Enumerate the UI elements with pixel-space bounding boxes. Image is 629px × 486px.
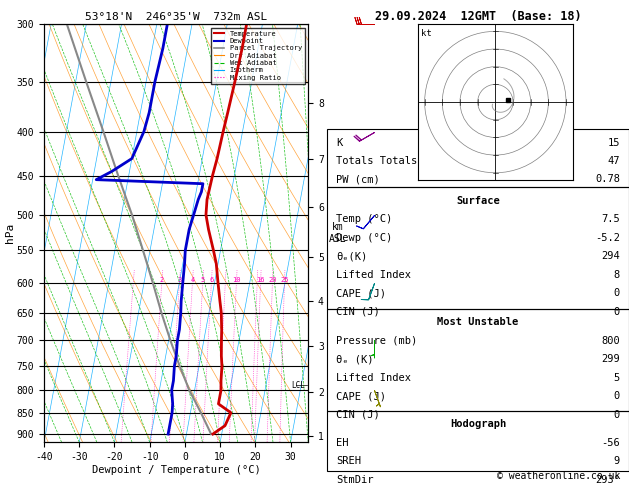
Text: 0.78: 0.78	[595, 174, 620, 185]
Text: 800: 800	[601, 336, 620, 346]
Text: 5: 5	[201, 277, 205, 283]
Text: θₑ(K): θₑ(K)	[336, 251, 367, 261]
Text: 16: 16	[256, 277, 265, 283]
Text: 0: 0	[614, 288, 620, 298]
Text: 3: 3	[177, 277, 182, 283]
Text: 10: 10	[232, 277, 241, 283]
Text: 8: 8	[614, 270, 620, 280]
Text: CAPE (J): CAPE (J)	[336, 391, 386, 401]
Text: 0: 0	[614, 410, 620, 420]
Title: 53°18'N  246°35'W  732m ASL: 53°18'N 246°35'W 732m ASL	[85, 12, 267, 22]
Text: K: K	[336, 138, 342, 148]
Bar	[327, 411, 629, 471]
Text: θₑ (K): θₑ (K)	[336, 354, 374, 364]
Text: 4: 4	[191, 277, 194, 283]
Bar	[327, 129, 629, 187]
Legend: Temperature, Dewpoint, Parcel Trajectory, Dry Adiabat, Wet Adiabat, Isotherm, Mi: Temperature, Dewpoint, Parcel Trajectory…	[211, 28, 304, 84]
Text: 20: 20	[268, 277, 277, 283]
Text: 47: 47	[608, 156, 620, 166]
Y-axis label: km
ASL: km ASL	[329, 223, 347, 244]
Text: 2: 2	[160, 277, 164, 283]
Text: 25: 25	[281, 277, 289, 283]
Text: 293°: 293°	[595, 475, 620, 485]
Text: Most Unstable: Most Unstable	[437, 317, 519, 328]
Text: 299: 299	[601, 354, 620, 364]
Text: EH: EH	[336, 438, 348, 448]
Text: Hodograph: Hodograph	[450, 419, 506, 430]
Bar	[327, 187, 629, 309]
Text: 6: 6	[209, 277, 213, 283]
Text: 9: 9	[614, 456, 620, 467]
Text: Temp (°C): Temp (°C)	[336, 214, 392, 225]
Text: CIN (J): CIN (J)	[336, 307, 380, 317]
Text: kt: kt	[421, 29, 431, 38]
Text: Lifted Index: Lifted Index	[336, 270, 411, 280]
Text: LCL: LCL	[291, 381, 304, 390]
Text: © weatheronline.co.uk: © weatheronline.co.uk	[496, 471, 620, 481]
Text: PW (cm): PW (cm)	[336, 174, 380, 185]
Text: 0: 0	[614, 307, 620, 317]
Text: -56: -56	[601, 438, 620, 448]
Text: CIN (J): CIN (J)	[336, 410, 380, 420]
Text: Surface: Surface	[456, 196, 500, 206]
Text: 294: 294	[601, 251, 620, 261]
Text: StmDir: StmDir	[336, 475, 374, 485]
Text: Dewp (°C): Dewp (°C)	[336, 233, 392, 243]
Text: 15: 15	[608, 138, 620, 148]
Text: Totals Totals: Totals Totals	[336, 156, 418, 166]
Text: -5.2: -5.2	[595, 233, 620, 243]
Y-axis label: hPa: hPa	[5, 223, 15, 243]
X-axis label: Dewpoint / Temperature (°C): Dewpoint / Temperature (°C)	[92, 465, 260, 475]
Text: 7.5: 7.5	[601, 214, 620, 225]
Text: Pressure (mb): Pressure (mb)	[336, 336, 418, 346]
Text: CAPE (J): CAPE (J)	[336, 288, 386, 298]
Text: 29.09.2024  12GMT  (Base: 18): 29.09.2024 12GMT (Base: 18)	[375, 10, 581, 23]
Text: 0: 0	[614, 391, 620, 401]
Text: Lifted Index: Lifted Index	[336, 373, 411, 383]
Bar	[327, 309, 629, 411]
Text: 5: 5	[614, 373, 620, 383]
Text: SREH: SREH	[336, 456, 361, 467]
